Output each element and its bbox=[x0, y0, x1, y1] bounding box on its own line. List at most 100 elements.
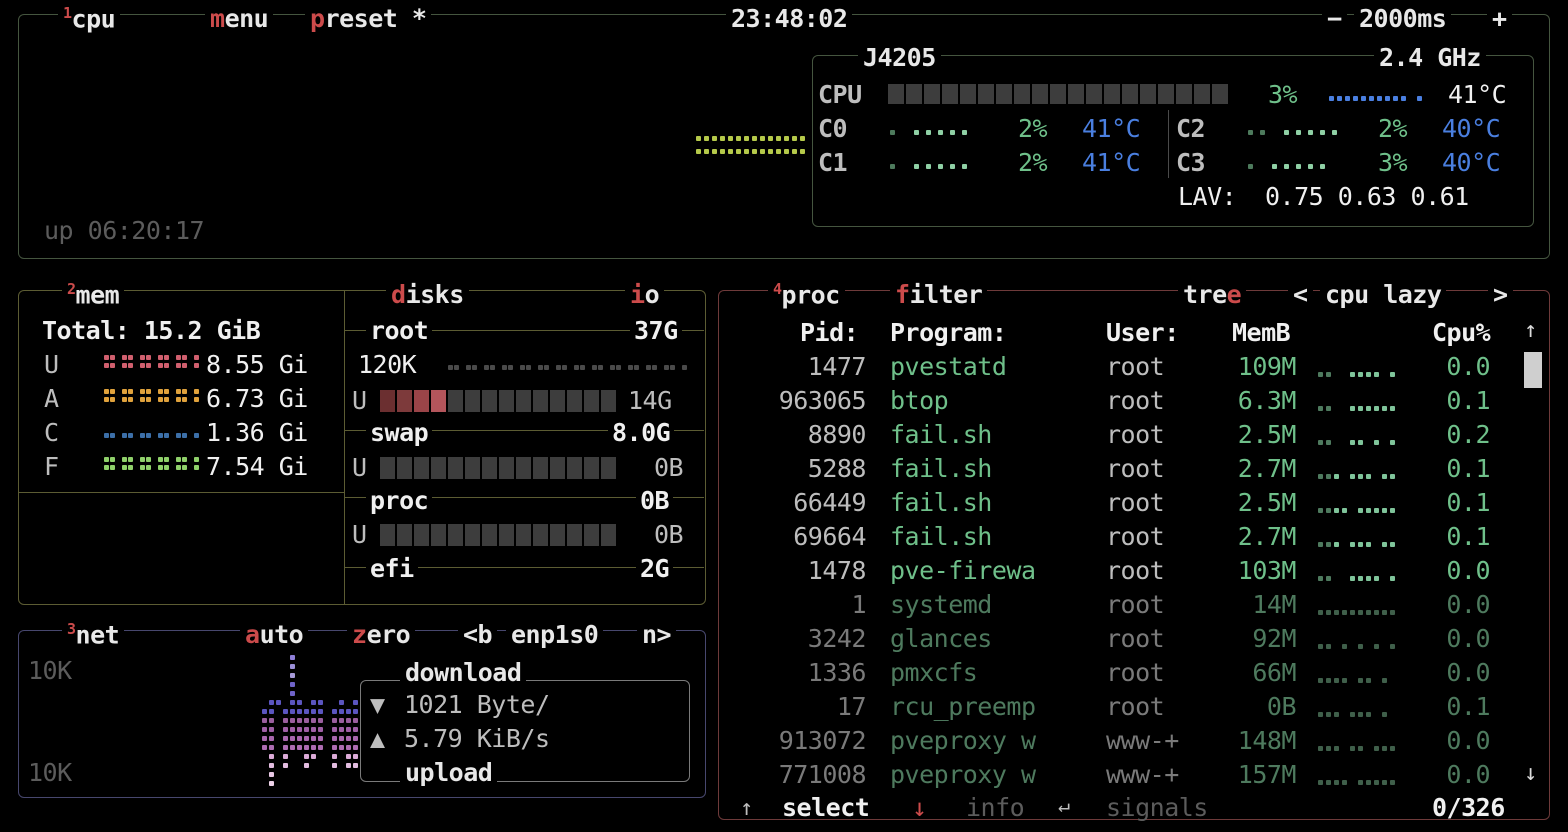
statusbar-up-arrow-icon: ↑ bbox=[740, 796, 753, 821]
proc-user: www-+ bbox=[1106, 760, 1179, 789]
interval-increase-button[interactable]: + bbox=[1487, 6, 1512, 31]
interval-decrease-button[interactable]: − bbox=[1322, 6, 1347, 31]
cpu-total-bar bbox=[888, 84, 1228, 104]
statusbar-select-label[interactable]: select bbox=[782, 793, 870, 822]
proc-scroll-down-icon[interactable]: ↓ bbox=[1524, 761, 1538, 786]
proc-col-memb[interactable]: MemB bbox=[1232, 318, 1291, 347]
proc-pid: 1 bbox=[851, 590, 866, 619]
proc-cpu: 0.0 bbox=[1446, 352, 1490, 381]
proc-user: root bbox=[1106, 488, 1165, 517]
menu-button[interactable]: menu bbox=[205, 6, 274, 31]
tab-proc-number: 4 bbox=[773, 280, 782, 298]
statusbar-signals-label[interactable]: signals bbox=[1106, 793, 1208, 822]
tab-mem[interactable]: 2mem bbox=[62, 280, 125, 310]
proc-cpu-graph bbox=[1318, 406, 1398, 414]
tab-cpu[interactable]: 1cpu bbox=[58, 4, 121, 32]
proc-program: pvestatd bbox=[890, 352, 1007, 381]
proc-scroll-up-icon[interactable]: ↑ bbox=[1524, 318, 1538, 343]
core-percent-c1: 2% bbox=[1018, 148, 1048, 177]
proc-mem: 109M bbox=[1237, 352, 1297, 381]
update-interval: 2000ms bbox=[1354, 6, 1452, 31]
proc-mem: 92M bbox=[1252, 624, 1296, 653]
disk-used-label-proc: U bbox=[352, 520, 367, 549]
proc-col-cpu[interactable]: Cpu% bbox=[1432, 318, 1491, 347]
proc-user: root bbox=[1106, 658, 1165, 687]
mem-total: Total: 15.2 GiB bbox=[42, 316, 261, 345]
preset-button[interactable]: preset * bbox=[305, 4, 432, 33]
proc-program: rcu_preemp bbox=[890, 692, 1036, 721]
proc-user: root bbox=[1106, 386, 1165, 415]
core-label-c1: C1 bbox=[818, 148, 848, 177]
proc-sort-next-button[interactable]: > bbox=[1488, 282, 1513, 307]
proc-program: fail.sh bbox=[890, 488, 992, 517]
proc-cpu-graph bbox=[1318, 508, 1398, 516]
disk-name-swap: swap bbox=[366, 420, 433, 445]
net-upload-label: upload bbox=[400, 760, 498, 785]
tab-proc[interactable]: 4proc bbox=[768, 280, 845, 308]
proc-program: pveproxy w bbox=[890, 760, 1036, 789]
proc-mem: 66M bbox=[1252, 658, 1296, 687]
proc-sort-label: cpu lazy bbox=[1320, 282, 1447, 307]
proc-cpu: 0.0 bbox=[1446, 760, 1490, 789]
proc-col-pid[interactable]: Pid: bbox=[800, 318, 859, 347]
disk-free-swap: 0B bbox=[654, 453, 684, 482]
proc-mem: 6.3M bbox=[1237, 386, 1297, 415]
proc-program: pmxcfs bbox=[890, 658, 978, 687]
proc-pid: 963065 bbox=[778, 386, 867, 415]
core-temp-c0: 41°C bbox=[1082, 114, 1141, 143]
proc-cpu: 0.1 bbox=[1446, 386, 1490, 415]
proc-cpu: 0.1 bbox=[1446, 488, 1490, 517]
proc-cpu-graph bbox=[1318, 678, 1398, 686]
net-iface-name: enp1s0 bbox=[506, 622, 604, 647]
proc-mem: 2.5M bbox=[1237, 488, 1297, 517]
proc-cpu-graph bbox=[1318, 746, 1398, 754]
mem-row-value-a: 6.73 Gi bbox=[206, 384, 308, 413]
core-percent-c0: 2% bbox=[1018, 114, 1048, 143]
proc-filter-button[interactable]: filter bbox=[890, 282, 988, 307]
core-graph-c2 bbox=[1248, 130, 1337, 140]
proc-pid: 1336 bbox=[807, 658, 867, 687]
proc-tree-button[interactable]: tree bbox=[1178, 282, 1247, 307]
mem-graph-c bbox=[104, 433, 204, 443]
core-label-c3: C3 bbox=[1176, 148, 1206, 177]
disk-size-proc: 0B bbox=[636, 488, 674, 513]
disk-name-root: root bbox=[366, 318, 433, 343]
tab-mem-label: mem bbox=[75, 280, 120, 310]
proc-cpu: 0.1 bbox=[1446, 692, 1490, 721]
proc-mem: 157M bbox=[1237, 760, 1297, 789]
proc-cpu-graph bbox=[1318, 474, 1398, 482]
proc-pid: 913072 bbox=[778, 726, 867, 755]
statusbar-info-label[interactable]: info bbox=[966, 793, 1025, 822]
net-iface-next-button[interactable]: n> bbox=[637, 622, 677, 647]
net-auto-button[interactable]: auto bbox=[240, 622, 309, 647]
proc-col-program[interactable]: Program: bbox=[890, 318, 1007, 347]
disks-header[interactable]: disks bbox=[386, 282, 469, 307]
tab-net-label: net bbox=[75, 620, 120, 650]
proc-pid: 1478 bbox=[807, 556, 867, 585]
tab-cpu-number: 1 bbox=[63, 4, 72, 22]
proc-cpu: 0.1 bbox=[1446, 522, 1490, 551]
statusbar-down-arrow-icon: ↓ bbox=[912, 793, 927, 822]
disks-io-header[interactable]: io bbox=[625, 282, 665, 307]
proc-pid: 17 bbox=[836, 692, 867, 721]
proc-scrollbar-thumb[interactable] bbox=[1524, 352, 1542, 388]
disk-row-divider-swap bbox=[345, 430, 704, 431]
net-iface-prev-button[interactable]: <b bbox=[458, 622, 498, 647]
proc-cpu-graph bbox=[1318, 610, 1398, 618]
mem-row-value-f: 7.54 Gi bbox=[206, 452, 308, 481]
net-scale-bottom: 10K bbox=[28, 758, 72, 787]
proc-cpu: 0.0 bbox=[1446, 726, 1490, 755]
proc-program: glances bbox=[890, 624, 992, 653]
proc-sort-prev-button[interactable]: < bbox=[1288, 282, 1313, 307]
net-upload-arrow-icon: ▲ bbox=[370, 724, 385, 753]
net-zero-button[interactable]: zero bbox=[347, 622, 416, 647]
disk-used-label-swap: U bbox=[352, 453, 367, 482]
preset-star: * bbox=[411, 4, 427, 33]
proc-mem: 2.5M bbox=[1237, 420, 1297, 449]
proc-pid: 8890 bbox=[807, 420, 867, 449]
mem-row-value-c: 1.36 Gi bbox=[206, 418, 308, 447]
tab-net[interactable]: 3net bbox=[62, 620, 125, 650]
proc-pid: 1477 bbox=[807, 352, 867, 381]
proc-col-user[interactable]: User: bbox=[1106, 318, 1179, 347]
core-label-c0: C0 bbox=[818, 114, 848, 143]
